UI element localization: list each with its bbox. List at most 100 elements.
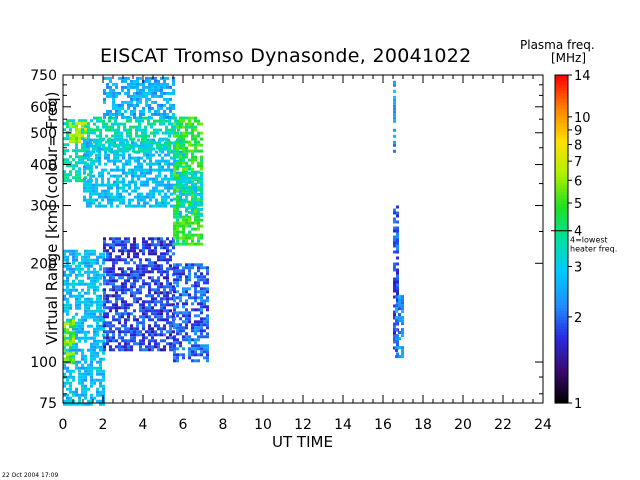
- data-cell: [143, 204, 146, 208]
- data-cell: [172, 330, 175, 334]
- data-cell: [158, 162, 161, 166]
- data-cell: [173, 272, 176, 276]
- data-cell: [103, 306, 106, 310]
- data-cell: [131, 171, 134, 175]
- colorbar-segment: [555, 101, 568, 106]
- data-cell: [69, 179, 72, 183]
- data-cell: [158, 159, 161, 163]
- data-cell: [96, 372, 99, 376]
- data-cell: [93, 309, 96, 313]
- data-cell: [109, 282, 112, 286]
- data-cell: [188, 335, 191, 339]
- data-cell: [179, 192, 182, 196]
- data-cell: [84, 360, 87, 364]
- data-cell: [92, 186, 95, 190]
- data-cell: [103, 342, 106, 346]
- data-cell: [176, 302, 179, 306]
- data-cell: [137, 195, 140, 199]
- data-cell: [143, 198, 146, 202]
- data-cell: [75, 342, 78, 346]
- data-cell: [106, 336, 109, 340]
- data-cell: [172, 246, 175, 250]
- data-cell: [107, 156, 110, 160]
- data-cell: [133, 318, 136, 322]
- data-cell: [176, 281, 179, 285]
- data-cell: [161, 180, 164, 184]
- data-cell: [148, 345, 151, 349]
- data-cell: [393, 208, 396, 212]
- data-cell: [151, 85, 154, 89]
- data-cell: [185, 128, 188, 132]
- data-cell: [87, 285, 90, 289]
- colorbar-segment: [555, 358, 568, 362]
- data-cell: [148, 342, 151, 346]
- data-cell: [185, 266, 188, 270]
- data-cell: [69, 133, 72, 137]
- data-cell: [194, 242, 197, 246]
- data-cell: [206, 269, 209, 273]
- data-cell: [200, 335, 203, 339]
- data-cell: [185, 239, 188, 243]
- data-cell: [197, 281, 200, 285]
- data-cell: [128, 201, 131, 205]
- data-cell: [185, 164, 188, 168]
- data-cell: [96, 255, 99, 259]
- data-cell: [191, 323, 194, 327]
- data-cell: [191, 302, 194, 306]
- data-cell: [169, 291, 172, 295]
- data-cell: [116, 186, 119, 190]
- data-cell: [124, 339, 127, 343]
- data-cell: [63, 258, 66, 262]
- data-cell: [135, 131, 138, 135]
- data-cell: [106, 252, 109, 256]
- data-cell: [110, 147, 113, 151]
- data-cell: [176, 221, 179, 225]
- data-cell: [124, 312, 127, 316]
- data-cell: [128, 192, 131, 196]
- data-cell: [137, 156, 140, 160]
- data-cell: [84, 375, 87, 379]
- data-cell: [173, 338, 176, 342]
- data-cell: [173, 287, 176, 291]
- data-cell: [69, 381, 72, 385]
- data-cell: [69, 352, 72, 356]
- data-cell: [182, 201, 185, 205]
- colorbar-segment: [555, 280, 568, 285]
- colorbar-segment: [555, 322, 568, 327]
- data-cell: [133, 255, 136, 259]
- data-cell: [136, 327, 139, 331]
- data-cell: [182, 149, 185, 153]
- data-cell: [75, 179, 78, 183]
- data-cell: [72, 285, 75, 289]
- data-cell: [126, 128, 129, 132]
- data-cell: [166, 106, 169, 110]
- data-cell: [113, 180, 116, 184]
- data-cell: [166, 291, 169, 295]
- data-cell: [206, 317, 209, 321]
- data-cell: [393, 268, 396, 272]
- data-cell: [162, 131, 165, 135]
- data-cell: [200, 122, 203, 126]
- colorbar-frame: [554, 74, 569, 404]
- data-cell: [157, 294, 160, 298]
- data-cell: [155, 150, 158, 154]
- data-cell: [185, 332, 188, 336]
- data-cell: [145, 267, 148, 271]
- data-cell: [112, 246, 115, 250]
- data-cell: [63, 255, 66, 259]
- data-cell: [167, 153, 170, 157]
- data-cell: [127, 103, 130, 107]
- data-cell: [149, 171, 152, 175]
- data-cell: [130, 285, 133, 289]
- data-cell: [179, 341, 182, 345]
- data-cell: [84, 119, 87, 123]
- data-cell: [83, 189, 86, 193]
- data-cell: [148, 103, 151, 107]
- data-cell: [152, 147, 155, 151]
- data-cell: [90, 369, 93, 373]
- data-cell: [104, 153, 107, 157]
- data-cell: [173, 164, 176, 168]
- data-cell: [95, 159, 98, 163]
- data-cell: [161, 156, 164, 160]
- data-cell: [109, 339, 112, 343]
